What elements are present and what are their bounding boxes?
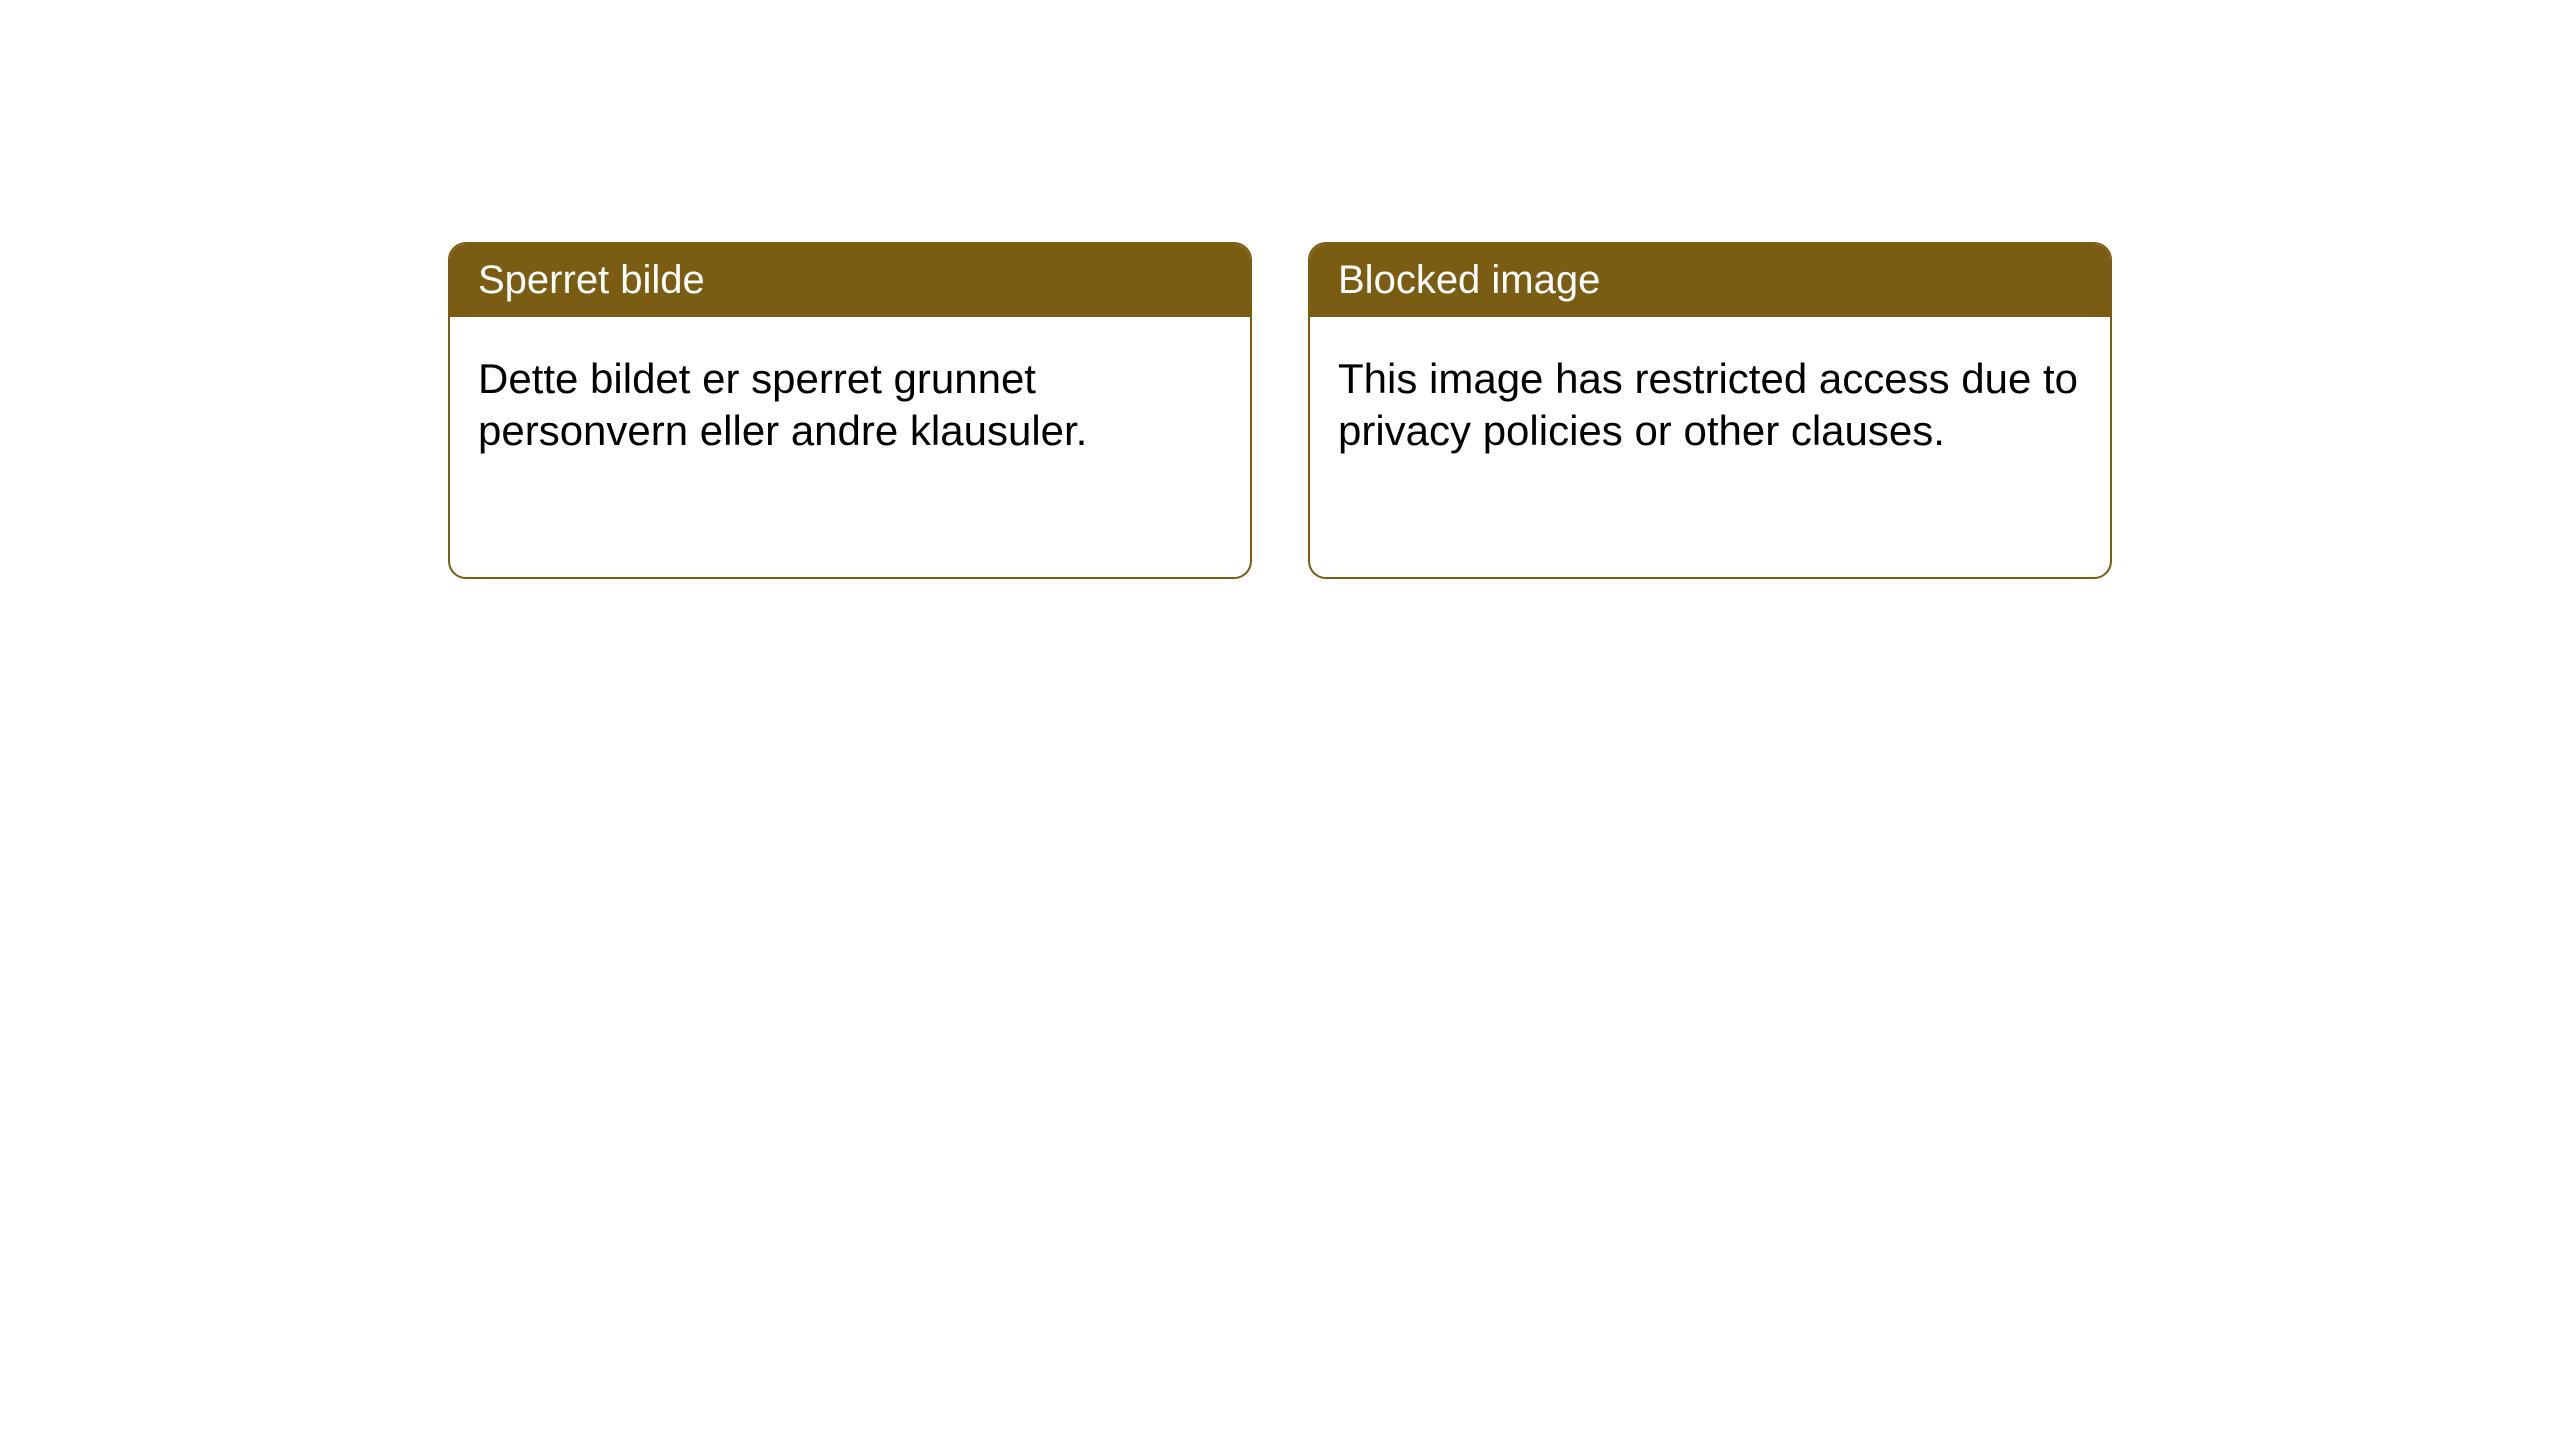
card-header-english: Blocked image bbox=[1310, 244, 2110, 317]
card-title: Sperret bilde bbox=[478, 258, 705, 302]
card-body-english: This image has restricted access due to … bbox=[1310, 317, 2110, 493]
card-message: Dette bildet er sperret grunnet personve… bbox=[478, 355, 1087, 454]
card-title: Blocked image bbox=[1338, 258, 1600, 302]
notice-card-english: Blocked image This image has restricted … bbox=[1308, 242, 2112, 579]
card-body-norwegian: Dette bildet er sperret grunnet personve… bbox=[450, 317, 1250, 493]
card-header-norwegian: Sperret bilde bbox=[450, 244, 1250, 317]
notice-card-norwegian: Sperret bilde Dette bildet er sperret gr… bbox=[448, 242, 1252, 579]
card-message: This image has restricted access due to … bbox=[1338, 355, 2078, 454]
notice-container: Sperret bilde Dette bildet er sperret gr… bbox=[0, 0, 2560, 579]
